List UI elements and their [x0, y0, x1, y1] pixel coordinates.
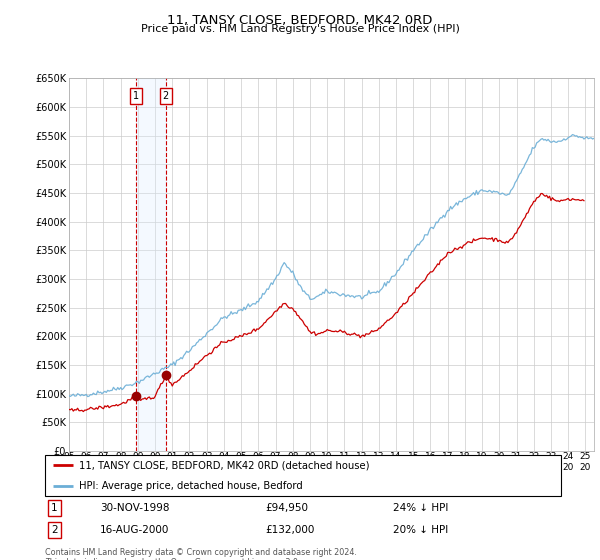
- Text: 2: 2: [163, 91, 169, 101]
- Text: Price paid vs. HM Land Registry's House Price Index (HPI): Price paid vs. HM Land Registry's House …: [140, 24, 460, 34]
- Text: 24% ↓ HPI: 24% ↓ HPI: [393, 502, 448, 512]
- Text: 11, TANSY CLOSE, BEDFORD, MK42 0RD: 11, TANSY CLOSE, BEDFORD, MK42 0RD: [167, 14, 433, 27]
- Text: 1: 1: [133, 91, 139, 101]
- Text: £132,000: £132,000: [266, 525, 315, 535]
- FancyBboxPatch shape: [45, 455, 561, 496]
- Text: HPI: Average price, detached house, Bedford: HPI: Average price, detached house, Bedf…: [79, 480, 302, 491]
- Text: 30-NOV-1998: 30-NOV-1998: [100, 502, 170, 512]
- Text: 11, TANSY CLOSE, BEDFORD, MK42 0RD (detached house): 11, TANSY CLOSE, BEDFORD, MK42 0RD (deta…: [79, 460, 369, 470]
- Text: £94,950: £94,950: [266, 502, 309, 512]
- Text: 20% ↓ HPI: 20% ↓ HPI: [393, 525, 448, 535]
- Text: Contains HM Land Registry data © Crown copyright and database right 2024.
This d: Contains HM Land Registry data © Crown c…: [45, 548, 357, 560]
- Text: 1: 1: [51, 502, 58, 512]
- Text: 2: 2: [51, 525, 58, 535]
- Bar: [136, 78, 166, 451]
- Text: 16-AUG-2000: 16-AUG-2000: [100, 525, 170, 535]
